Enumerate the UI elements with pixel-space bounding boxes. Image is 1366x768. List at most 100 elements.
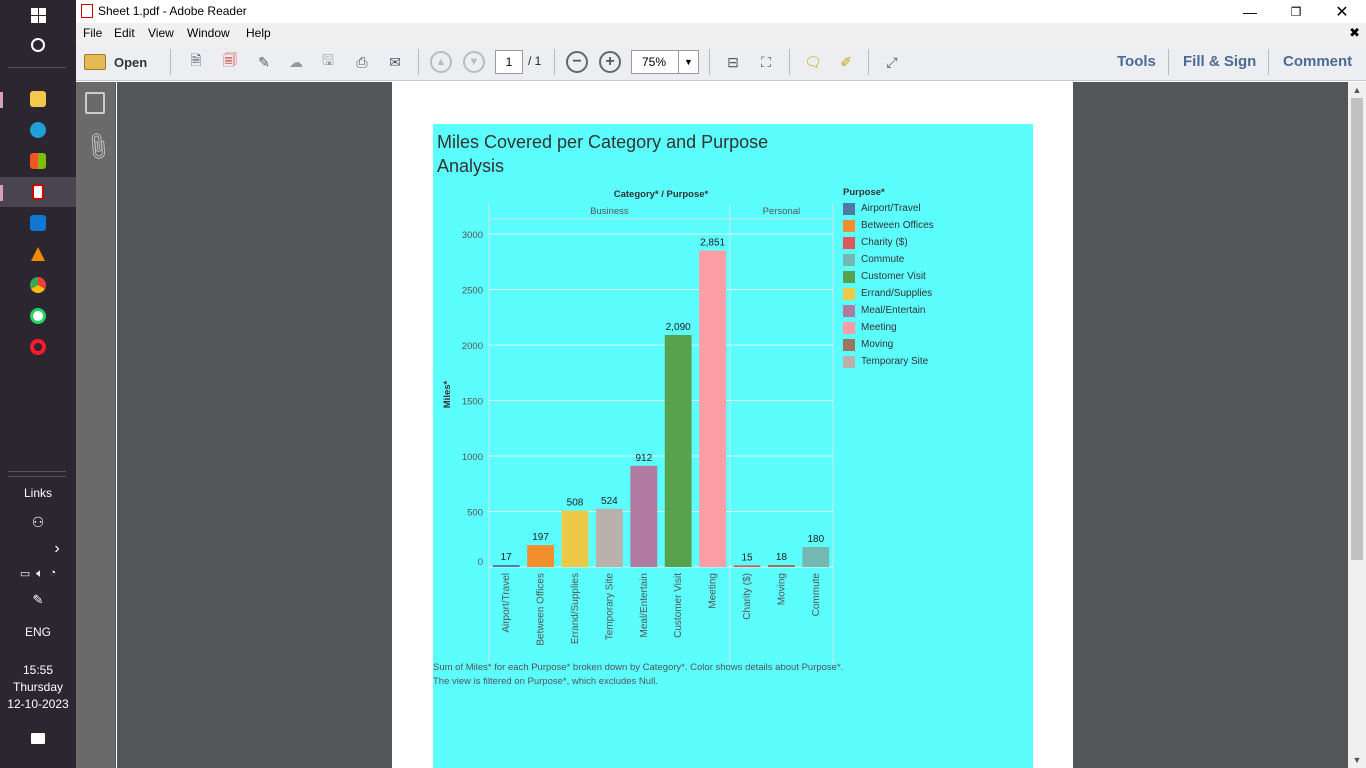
vertical-scrollbar[interactable]: ▲ ▼ (1348, 82, 1366, 768)
taskbar-file-explorer[interactable] (0, 84, 76, 114)
sticky-note-button[interactable]: 🗨︎ (801, 51, 825, 73)
email-button[interactable]: ✉ (383, 51, 407, 73)
minimize-button[interactable]: — (1227, 0, 1273, 23)
next-page-button[interactable]: ▼ (462, 51, 486, 73)
volume-icon: 🔈︎ (36, 565, 44, 580)
legend-label: Charity ($) (861, 237, 908, 248)
edit-pdf-button[interactable]: ✎ (252, 51, 276, 73)
language-indicator[interactable]: ENG (24, 625, 51, 639)
y-tick-label: 2500 (462, 286, 483, 297)
scroll-down-icon[interactable]: ▼ (1352, 755, 1362, 765)
taskbar-chrome[interactable] (0, 270, 76, 300)
page-total: / 1 (528, 54, 542, 68)
bar-value-label: 18 (776, 552, 788, 563)
fullscreen-button[interactable]: ⤢ (880, 51, 904, 73)
save-button[interactable]: 🖫︎ (316, 51, 340, 73)
zoom-value: 75% (642, 55, 667, 69)
taskbar-store[interactable] (0, 146, 76, 176)
menu-window[interactable]: Window (187, 26, 230, 40)
restore-button[interactable]: ❐ (1273, 0, 1319, 23)
battery-icon: ▭ (19, 567, 31, 580)
create-pdf-button[interactable]: 🗎︎ (184, 51, 208, 73)
chart-header: Category* / Purpose* (614, 189, 709, 200)
clock-day[interactable]: Thursday (12, 680, 64, 694)
fit-page-button[interactable]: ⊟ (721, 51, 745, 73)
y-tick-label: 2000 (462, 341, 483, 352)
zoom-out-button[interactable]: − (565, 51, 589, 73)
bar (561, 510, 589, 567)
clock-time[interactable]: 15:55 (22, 663, 54, 677)
legend-swatch (843, 202, 855, 215)
speech-bubble-icon: 🗨︎ (804, 53, 822, 70)
bar (492, 565, 520, 567)
page-number-input[interactable]: 1 (495, 50, 523, 74)
open-button[interactable]: Open (84, 51, 147, 73)
vlc-icon (31, 247, 45, 261)
menu-help[interactable]: Help (246, 26, 271, 40)
highlight-button[interactable]: ✐ (834, 51, 858, 73)
menu-edit[interactable]: Edit (114, 26, 135, 40)
comment-pane-link[interactable]: Comment (1283, 53, 1353, 70)
scroll-thumb[interactable] (1351, 98, 1363, 560)
wifi-icon: ◔ (49, 567, 57, 579)
fit-width-icon: ⛶ (761, 53, 771, 70)
pen-button[interactable]: ✎ (0, 585, 76, 615)
fit-width-button[interactable]: ⛶ (754, 51, 778, 73)
legend-item: Meal/Entertain (843, 302, 1023, 319)
close-button[interactable]: ✕ (1319, 0, 1365, 23)
folder-open-icon (84, 54, 106, 70)
whatsapp-icon (30, 308, 46, 324)
pdf-icon (32, 184, 44, 200)
legend-item: Temporary Site (843, 353, 1023, 370)
navigation-pane: 📎︎ (76, 82, 116, 768)
chrome-icon (30, 277, 46, 293)
bar-value-label: 508 (567, 498, 584, 509)
document-area[interactable]: Miles Covered per Category and Purpose A… (117, 82, 1348, 768)
chevron-right-icon: › (54, 540, 60, 557)
clock-date[interactable]: 12-10-2023 (7, 697, 69, 711)
bar-value-label: 15 (741, 552, 753, 563)
links-label[interactable]: Links (23, 486, 52, 500)
legend-swatch (843, 321, 855, 334)
upload-button[interactable]: ☁ (284, 51, 308, 73)
tools-pane-link[interactable]: Tools (1117, 53, 1156, 70)
search-button[interactable] (0, 30, 76, 60)
taskbar-whatsapp[interactable] (0, 301, 76, 331)
zoom-select[interactable]: 75% ▼ (631, 50, 699, 74)
edge-icon (30, 122, 46, 138)
taskbar-edge[interactable] (0, 115, 76, 145)
arrow-down-icon: ▼ (463, 51, 485, 73)
scroll-up-icon[interactable]: ▲ (1352, 85, 1362, 95)
close-document-icon[interactable]: ✖ (1349, 25, 1360, 40)
legend-label: Meal/Entertain (861, 305, 926, 316)
legend-item: Commute (843, 251, 1023, 268)
previous-page-button[interactable]: ▲ (429, 51, 453, 73)
arrow-up-icon: ▲ (430, 51, 452, 73)
attachments-icon[interactable]: 📎︎ (80, 130, 115, 164)
menu-view[interactable]: View (148, 26, 174, 40)
notifications-button[interactable] (0, 723, 76, 753)
legend-item: Charity ($) (843, 234, 1023, 251)
people-button[interactable]: ⚇ (0, 507, 76, 537)
taskbar-adobe-reader[interactable] (0, 177, 76, 207)
legend-label: Temporary Site (861, 356, 929, 367)
legend-item: Moving (843, 336, 1023, 353)
legend-swatch (843, 287, 855, 300)
zoom-in-button[interactable]: + (598, 51, 622, 73)
print-button[interactable]: ⎙ (350, 51, 374, 73)
system-tray[interactable]: ▭ 🔈︎ ◔ (0, 558, 76, 588)
menu-file[interactable]: File (83, 26, 103, 40)
pen-icon: ✎ (32, 592, 44, 607)
minus-icon: − (566, 51, 588, 73)
export-pdf-button[interactable]: 🗐︎ (218, 51, 242, 73)
chevron-down-icon[interactable]: ▼ (678, 51, 698, 73)
expand-tray-button[interactable]: › (22, 534, 92, 564)
taskbar-mail[interactable] (0, 208, 76, 238)
taskbar-vlc[interactable] (0, 239, 76, 269)
start-button[interactable] (0, 0, 76, 30)
email-icon: ✉ (389, 53, 401, 70)
x-tick-label: Meeting (708, 573, 719, 609)
fill-sign-pane-link[interactable]: Fill & Sign (1183, 53, 1257, 70)
taskbar-opera[interactable] (0, 332, 76, 362)
page-thumbnails-icon[interactable] (85, 92, 105, 114)
